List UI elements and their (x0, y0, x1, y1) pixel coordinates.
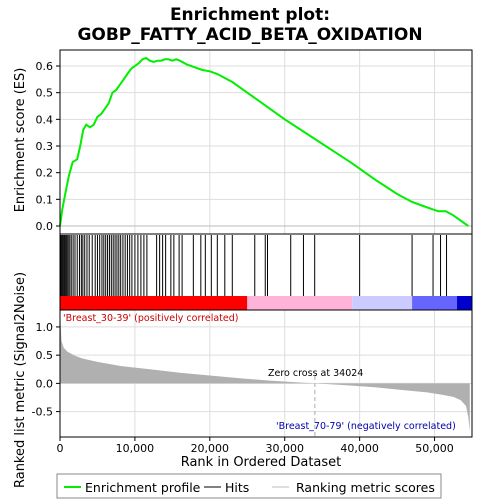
positive-correlation-label: 'Breast_30-39' (positively correlated) (63, 313, 239, 324)
metric-panel: -0.5 0.0 0.5 1.0 'Breast_30-39' (positively … (32, 309, 473, 455)
rank-band-segment (457, 296, 472, 310)
x-tick-label: 50,000 (415, 442, 454, 455)
metric-frame (59, 309, 473, 438)
rank-band-segment (412, 296, 458, 310)
metric-y-tick-label: 0.0 (36, 377, 54, 390)
x-tick-label: 10,000 (116, 442, 155, 455)
es-y-tick-label: 0.4 (36, 113, 54, 126)
es-y-tick-label: 0.3 (36, 140, 54, 153)
es-plot-area (60, 50, 472, 234)
legend-hits-label: Hits (225, 480, 249, 495)
es-y-tick-label: 0.6 (36, 60, 54, 73)
metric-y-axis-label: Ranked list metric (Signal2Noise) (13, 272, 28, 488)
rank-band-segment (247, 296, 353, 310)
es-curve (59, 56, 469, 227)
x-tick-label: 0 (57, 442, 64, 455)
negative-correlation-label: 'Breast_70-79' (negatively correlated) (276, 421, 456, 432)
x-tick-label: 20,000 (191, 442, 230, 455)
legend-metric-label: Ranking metric scores (296, 480, 435, 495)
x-tick-label: 40,000 (340, 442, 379, 455)
chart-title-line2: GOBP_FATTY_ACID_BETA_OXIDATION (77, 25, 422, 45)
metric-y-tick-label: 1.0 (36, 321, 54, 334)
legend-frame (56, 473, 442, 499)
es-y-tick-label: 0.0 (36, 220, 54, 233)
es-y-tick-label: 0.1 (36, 193, 54, 206)
es-y-axis-label: Enrichment score (ES) (13, 68, 28, 213)
metric-y-tick-label: 0.5 (36, 349, 54, 362)
zero-cross-label: Zero cross at 34024 (268, 368, 363, 379)
legend-es-label: Enrichment profile (85, 480, 201, 495)
x-tick-label: 30,000 (265, 442, 304, 455)
rank-band-segment (352, 296, 413, 310)
legend: Enrichment profile Hits Ranking metric s… (56, 473, 442, 499)
es-y-tick-label: 0.5 (36, 87, 54, 100)
metric-area (60, 310, 470, 432)
chart-title-line1: Enrichment plot: (170, 5, 330, 25)
x-axis-label: Rank in Ordered Dataset (181, 455, 342, 470)
es-panel: 0.0 0.1 0.2 0.3 0.4 0.5 0.6 (36, 49, 473, 235)
metric-y-tick-label: -0.5 (32, 406, 53, 419)
es-y-tick-label: 0.2 (36, 167, 54, 180)
hits-panel (59, 233, 473, 311)
rank-band-segment (60, 296, 248, 310)
